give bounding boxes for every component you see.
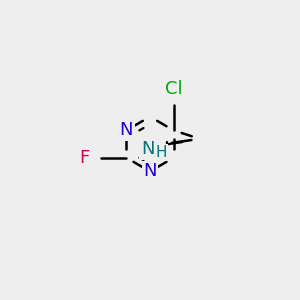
Text: N: N [143, 162, 157, 180]
Text: N: N [141, 140, 154, 158]
Text: Cl: Cl [165, 80, 182, 98]
Text: F: F [80, 149, 90, 167]
Text: H: H [155, 145, 167, 160]
Text: N: N [120, 122, 133, 140]
